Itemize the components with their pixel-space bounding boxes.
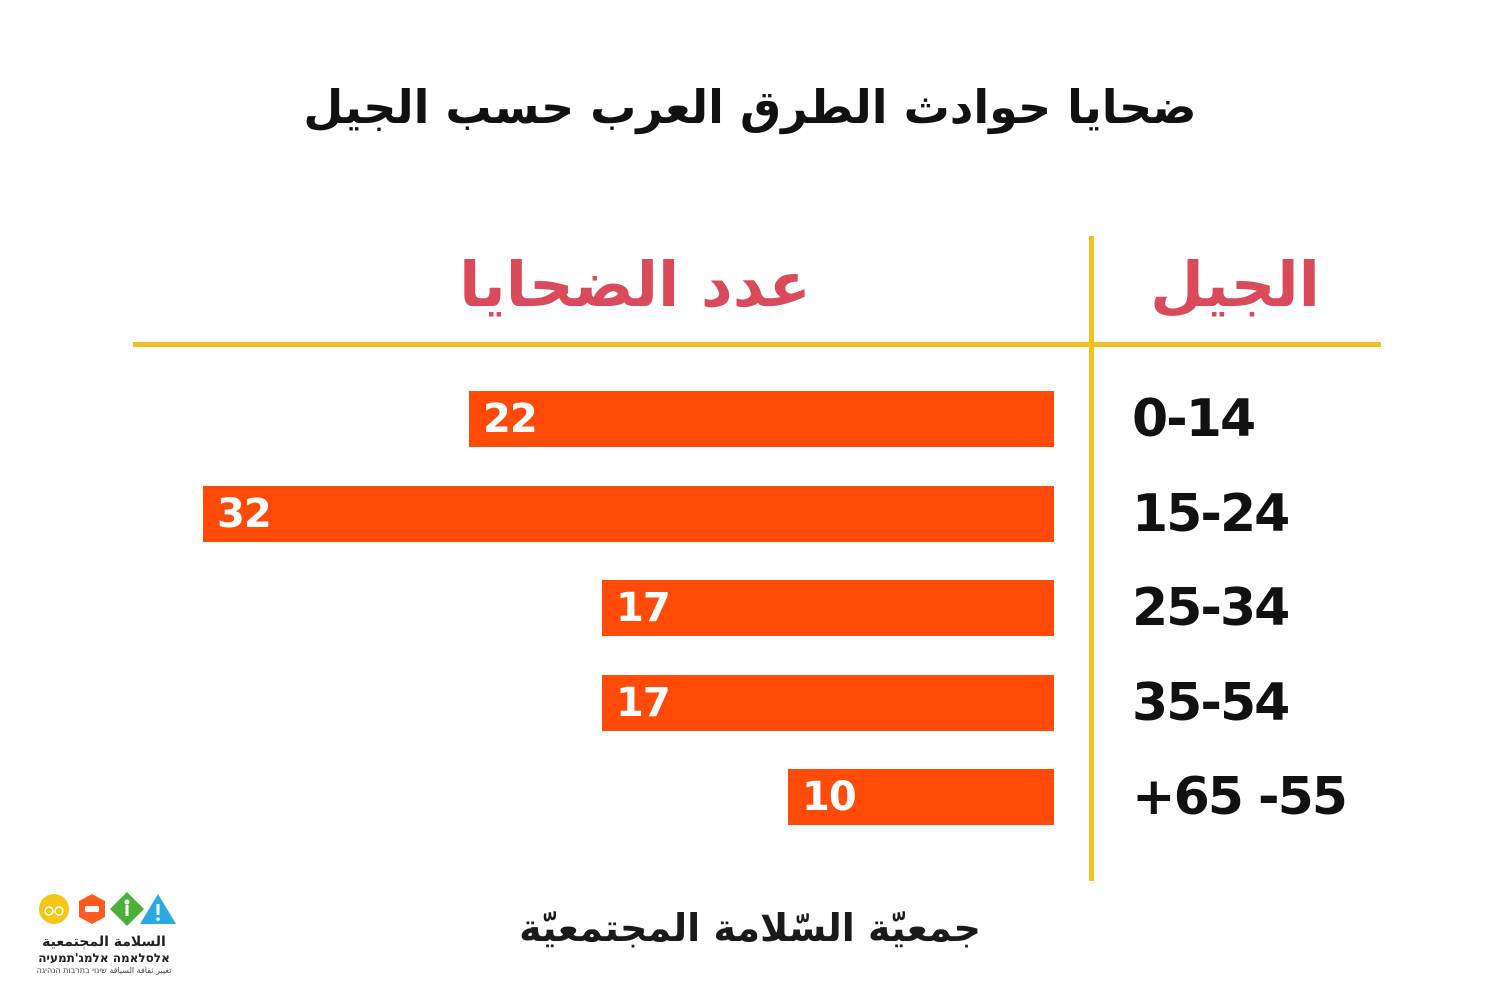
organization-logo [39, 892, 176, 926]
category-label: +65 -55 [1132, 767, 1348, 827]
chart-title: ضحايا حوادث الطرق العرب حسب الجيل [303, 80, 1197, 134]
bar-value-label: 17 [616, 680, 671, 726]
column-divider-line [1089, 236, 1094, 881]
logo-tagline: تغيير ثقافة السياقة שינוי בתרבות הנהיגה [36, 966, 172, 975]
bar-value-label: 32 [217, 491, 272, 537]
category-label: 35-54 [1132, 673, 1290, 733]
bar-15-24 [203, 486, 1054, 542]
bar-0-14 [469, 391, 1054, 447]
category-column-header: الجيل [1150, 248, 1320, 321]
footer-organization-name: جمعيّة السّلامة المجتمعيّة [519, 906, 981, 950]
category-label: 25-34 [1132, 578, 1290, 638]
logo-name-hebrew: אלסלאמה אלמג'תמעיה [38, 951, 170, 965]
bar-value-label: 22 [483, 396, 538, 442]
bar-35-54 [602, 675, 1054, 731]
value-column-header: عدد الضحايا [459, 248, 811, 321]
bicycle-icon [39, 894, 69, 924]
logo-name-arabic: السلامة المجتمعية [42, 934, 166, 950]
category-label: 15-24 [1132, 484, 1290, 544]
header-divider-line [133, 342, 1381, 347]
category-label: 0-14 [1132, 389, 1256, 449]
bar-25-34 [602, 580, 1054, 636]
bar-value-label: 17 [616, 585, 671, 631]
bar-value-label: 10 [802, 774, 857, 820]
bar-+65 -55 [788, 769, 1054, 825]
